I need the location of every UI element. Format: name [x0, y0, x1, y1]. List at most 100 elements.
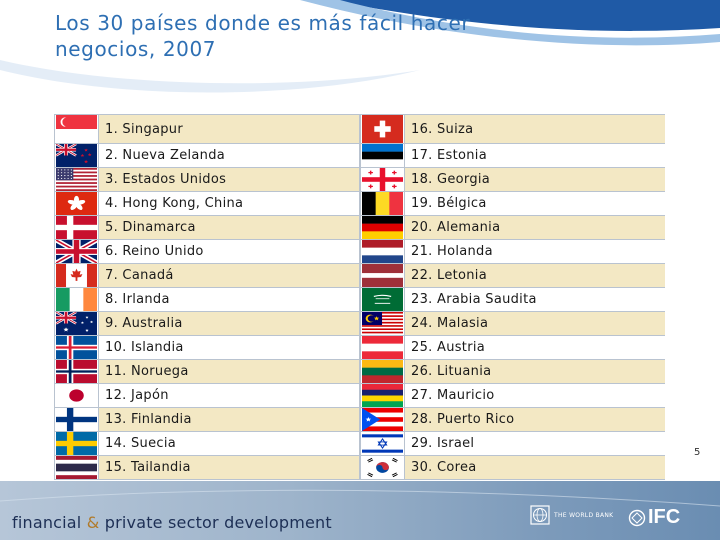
country-entry: 17. Estonia — [360, 144, 665, 168]
table-row: 11. Noruega 26. Lituania — [54, 360, 665, 384]
country-entry: 16. Suiza — [360, 115, 665, 144]
table-row: 12. Japón 27. Mauricio — [54, 384, 665, 408]
table-row: 1. Singapur 16. Suiza — [54, 115, 665, 144]
germany-flag — [360, 216, 405, 239]
country-label: 4. Hong Kong, China — [99, 192, 359, 215]
latvia-flag — [360, 264, 405, 287]
new-zealand-flag — [54, 144, 99, 167]
country-label: 17. Estonia — [405, 144, 665, 167]
south-korea-flag — [360, 456, 405, 479]
ireland-flag — [54, 288, 99, 311]
countries-table: 1. Singapur 16. Suiza 2. Nueva Zelanda 17. … — [54, 114, 665, 480]
country-entry: 12. Japón — [54, 384, 360, 408]
netherlands-flag — [360, 240, 405, 263]
country-entry: 7. Canadá — [54, 264, 360, 288]
table-row: 10. Islandia 25. Austria — [54, 336, 665, 360]
country-entry: 20. Alemania — [360, 216, 665, 240]
country-label: 30. Corea — [405, 456, 665, 479]
country-entry: 15. Tailandia — [54, 456, 360, 480]
footer-tagline-amp: & — [86, 513, 100, 532]
singapore-flag — [54, 115, 99, 143]
country-entry: 21. Holanda — [360, 240, 665, 264]
country-label: 20. Alemania — [405, 216, 665, 239]
country-entry: 10. Islandia — [54, 336, 360, 360]
country-label: 9. Australia — [99, 312, 359, 335]
country-entry: 11. Noruega — [54, 360, 360, 384]
belgium-flag — [360, 192, 405, 215]
country-entry: 22. Letonia — [360, 264, 665, 288]
georgia-flag — [360, 168, 405, 191]
country-entry: 2. Nueva Zelanda — [54, 144, 360, 168]
table-row: 13. Finlandia 28. Puerto Rico — [54, 408, 665, 432]
country-label: 23. Arabia Saudita — [405, 288, 665, 311]
world-bank-label: THE WORLD BANK — [554, 511, 614, 519]
iceland-flag — [54, 336, 99, 359]
footer-glow — [0, 489, 720, 507]
country-label: 29. Israel — [405, 432, 665, 455]
country-entry: 4. Hong Kong, China — [54, 192, 360, 216]
country-entry: 19. Bélgica — [360, 192, 665, 216]
footer-tagline-part1: financial — [12, 513, 82, 532]
country-entry: 9. Australia — [54, 312, 360, 336]
country-label: 14. Suecia — [99, 432, 359, 455]
country-label: 10. Islandia — [99, 336, 359, 359]
country-label: 21. Holanda — [405, 240, 665, 263]
country-entry: 6. Reino Unido — [54, 240, 360, 264]
mauritius-flag — [360, 384, 405, 407]
table-row: 5. Dinamarca 20. Alemania — [54, 216, 665, 240]
sweden-flag — [54, 432, 99, 455]
country-label: 22. Letonia — [405, 264, 665, 287]
switzerland-flag — [360, 115, 405, 143]
japan-flag — [54, 384, 99, 407]
country-entry: 25. Austria — [360, 336, 665, 360]
country-label: 11. Noruega — [99, 360, 359, 383]
table-row: 15. Tailandia 30. Corea — [54, 456, 665, 480]
country-entry: 14. Suecia — [54, 432, 360, 456]
footer-band: financial & private sector development — [0, 481, 720, 540]
table-row: 14. Suecia 29. Israel — [54, 432, 665, 456]
slide-title: Los 30 países donde es más fácil hacer n… — [55, 11, 471, 61]
footer-tagline: financial & private sector development — [12, 513, 332, 532]
country-entry: 24. Malasia — [360, 312, 665, 336]
israel-flag — [360, 432, 405, 455]
hong-kong-flag — [54, 192, 99, 215]
puerto-rico-flag — [360, 408, 405, 431]
ifc-globe-icon — [628, 509, 646, 526]
table-row: 2. Nueva Zelanda 17. Estonia — [54, 144, 665, 168]
ifc-logo: IFC — [628, 506, 680, 529]
world-bank-logo: THE WORLD BANK — [530, 505, 613, 525]
country-label: 16. Suiza — [405, 115, 665, 143]
country-label: 7. Canadá — [99, 264, 359, 287]
table-row: 3. Estados Unidos 18. Georgia — [54, 168, 665, 192]
country-label: 12. Japón — [99, 384, 359, 407]
country-entry: 28. Puerto Rico — [360, 408, 665, 432]
country-entry: 1. Singapur — [54, 115, 360, 144]
country-label: 13. Finlandia — [99, 408, 359, 431]
country-label: 28. Puerto Rico — [405, 408, 665, 431]
lithuania-flag — [360, 360, 405, 383]
country-label: 1. Singapur — [99, 115, 359, 143]
table-row: 9. Australia 24. Malasia — [54, 312, 665, 336]
canada-flag — [54, 264, 99, 287]
country-label: 26. Lituania — [405, 360, 665, 383]
country-entry: 29. Israel — [360, 432, 665, 456]
country-entry: 8. Irlanda — [54, 288, 360, 312]
footer-tagline-part2: private sector development — [104, 513, 332, 532]
country-label: 25. Austria — [405, 336, 665, 359]
finland-flag — [54, 408, 99, 431]
table-row: 8. Irlanda 23. Arabia Saudita — [54, 288, 665, 312]
ifc-label: IFC — [648, 506, 681, 528]
denmark-flag — [54, 216, 99, 239]
country-label: 19. Bélgica — [405, 192, 665, 215]
country-label: 18. Georgia — [405, 168, 665, 191]
country-entry: 13. Finlandia — [54, 408, 360, 432]
country-entry: 26. Lituania — [360, 360, 665, 384]
norway-flag — [54, 360, 99, 383]
country-entry: 27. Mauricio — [360, 384, 665, 408]
country-label: 27. Mauricio — [405, 384, 665, 407]
globe-icon — [530, 505, 550, 525]
estonia-flag — [360, 144, 405, 167]
country-label: 5. Dinamarca — [99, 216, 359, 239]
country-entry: 18. Georgia — [360, 168, 665, 192]
country-label: 15. Tailandia — [99, 456, 359, 479]
